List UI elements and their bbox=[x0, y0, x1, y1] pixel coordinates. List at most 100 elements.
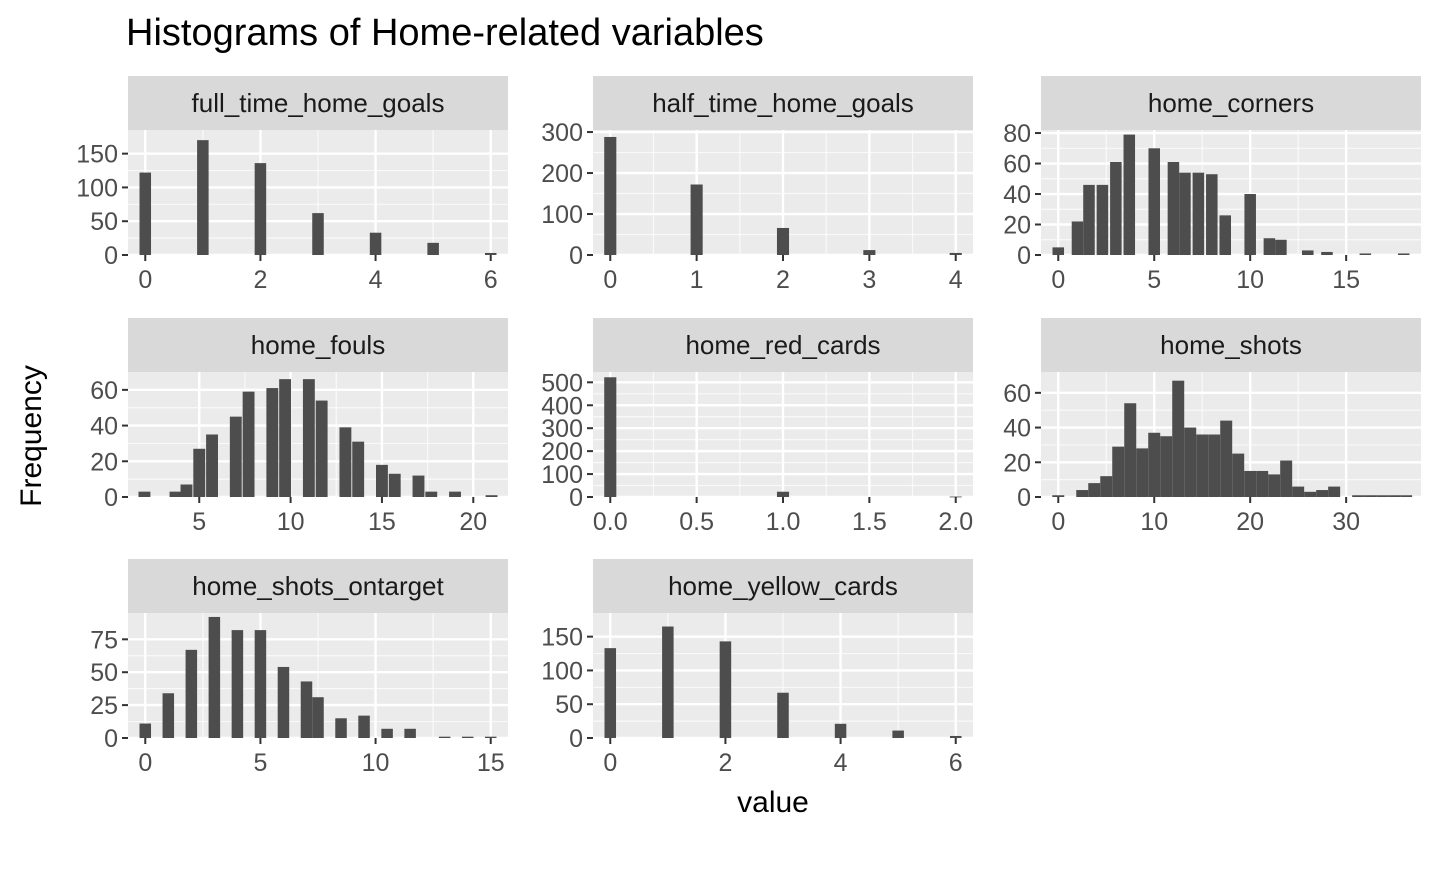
x-tick-label: 10 bbox=[277, 508, 305, 536]
histogram-bar bbox=[381, 728, 393, 738]
histogram-bar bbox=[776, 491, 790, 497]
histogram-bar bbox=[376, 464, 388, 497]
histogram-bar bbox=[254, 163, 267, 255]
bars bbox=[604, 626, 962, 738]
histogram-bar bbox=[1112, 446, 1125, 497]
histogram-bar bbox=[138, 491, 151, 497]
y-tick-label: 400 bbox=[541, 392, 583, 420]
facet-home-shots: home_shots 0 20 40 60 0 10 20 30 bbox=[1003, 318, 1421, 536]
histogram-bar bbox=[662, 626, 674, 738]
histogram-bar bbox=[1052, 495, 1065, 497]
x-tick-label: 1 bbox=[690, 266, 704, 294]
histogram-bar bbox=[1148, 148, 1160, 255]
histogram-bar bbox=[208, 616, 221, 738]
histogram-bar bbox=[1192, 172, 1205, 255]
x-tick-label: 6 bbox=[949, 749, 963, 777]
histogram-bar bbox=[339, 427, 352, 497]
histogram-bar bbox=[776, 227, 790, 255]
histogram-bar bbox=[1388, 495, 1401, 497]
histogram-bar bbox=[461, 736, 474, 738]
histogram-bar bbox=[1364, 495, 1377, 497]
histogram-bar bbox=[358, 715, 370, 738]
histogram-bar bbox=[266, 388, 279, 497]
histogram-bar bbox=[1096, 184, 1109, 255]
histogram-bar bbox=[231, 630, 244, 738]
histogram-bar bbox=[169, 491, 182, 497]
histogram-bar bbox=[1160, 436, 1173, 497]
histogram-bar bbox=[1268, 474, 1281, 497]
y-tick-label: 40 bbox=[90, 413, 118, 441]
histogram-bar bbox=[485, 495, 498, 497]
bars bbox=[1052, 380, 1413, 497]
y-tick-label: 50 bbox=[555, 691, 583, 719]
histogram-bar bbox=[254, 630, 267, 738]
histogram-bar bbox=[335, 718, 347, 738]
facet-strip bbox=[128, 76, 508, 130]
y-tick-label: 0 bbox=[104, 725, 118, 753]
histogram-bar bbox=[352, 441, 365, 497]
x-tick-label: 2 bbox=[776, 266, 790, 294]
histogram-bar bbox=[834, 723, 847, 738]
facet-title: home_red_cards bbox=[685, 330, 880, 360]
y-tick-label: 50 bbox=[90, 208, 118, 236]
y-tick-label: 300 bbox=[541, 119, 583, 147]
x-tick-label: 0 bbox=[1051, 266, 1065, 294]
histogram-bar bbox=[279, 379, 292, 497]
histogram-bar bbox=[1076, 490, 1089, 497]
bars bbox=[604, 377, 962, 498]
histogram-bar bbox=[312, 213, 324, 255]
x-tick-label: 1.5 bbox=[852, 508, 887, 536]
histogram-bar bbox=[1400, 495, 1413, 497]
x-tick-label: 2 bbox=[253, 266, 267, 294]
histogram-bar bbox=[777, 692, 789, 738]
histogram-bar bbox=[604, 136, 617, 255]
histogram-bar bbox=[1184, 427, 1197, 497]
histogram-bar bbox=[315, 400, 328, 497]
histogram-bar bbox=[604, 377, 617, 497]
facet-title: full_time_home_goals bbox=[192, 88, 445, 118]
histogram-bar bbox=[690, 184, 703, 255]
x-tick-label: 0 bbox=[1051, 508, 1065, 536]
histogram-bar bbox=[180, 484, 193, 497]
histogram-bar bbox=[1328, 486, 1341, 497]
histogram-bar bbox=[1123, 134, 1136, 255]
histogram-bar bbox=[229, 416, 242, 497]
histogram-bar bbox=[139, 723, 152, 738]
histogram-bar bbox=[1359, 253, 1372, 255]
y-tick-label: 75 bbox=[90, 626, 118, 654]
x-tick-label: 20 bbox=[459, 508, 487, 536]
chart-title: Histograms of Home-related variables bbox=[126, 12, 764, 54]
y-tick-label: 80 bbox=[1003, 120, 1031, 148]
histogram-bar bbox=[438, 736, 451, 738]
y-tick-label: 100 bbox=[76, 174, 118, 202]
histogram-bar bbox=[449, 491, 461, 497]
histogram-bar bbox=[1316, 490, 1329, 497]
y-tick-label: 60 bbox=[90, 377, 118, 405]
x-tick-label: 10 bbox=[1236, 266, 1264, 294]
facet-strip bbox=[128, 559, 508, 613]
y-tick-label: 60 bbox=[1003, 151, 1031, 179]
x-axis-title: value bbox=[737, 786, 809, 819]
histogram-bar bbox=[1352, 495, 1365, 497]
histogram-bar bbox=[1376, 495, 1389, 497]
histogram-bar bbox=[1244, 470, 1257, 497]
histogram-bar bbox=[312, 697, 324, 738]
facet-strip bbox=[593, 76, 973, 130]
histogram-bar bbox=[1263, 238, 1276, 255]
histogram-bar bbox=[1136, 448, 1149, 497]
facet-half-time-home-goals: half_time_home_goals 0 100 200 300 0 1 2 3 4 bbox=[541, 76, 973, 294]
histogram-bar bbox=[1280, 460, 1293, 497]
bars bbox=[139, 616, 497, 738]
facet-strip bbox=[593, 318, 973, 372]
y-tick-label: 60 bbox=[1003, 380, 1031, 408]
histogram-bar bbox=[1232, 453, 1245, 497]
histogram-bar bbox=[1206, 174, 1218, 255]
x-tick-label: 1.0 bbox=[766, 508, 801, 536]
facet-title: home_yellow_cards bbox=[668, 571, 898, 601]
facet-title: home_shots bbox=[1160, 330, 1302, 360]
facet-title: home_corners bbox=[1148, 88, 1314, 118]
x-tick-label: 5 bbox=[253, 749, 267, 777]
y-tick-label: 150 bbox=[541, 624, 583, 652]
y-tick-label: 0 bbox=[569, 725, 583, 753]
